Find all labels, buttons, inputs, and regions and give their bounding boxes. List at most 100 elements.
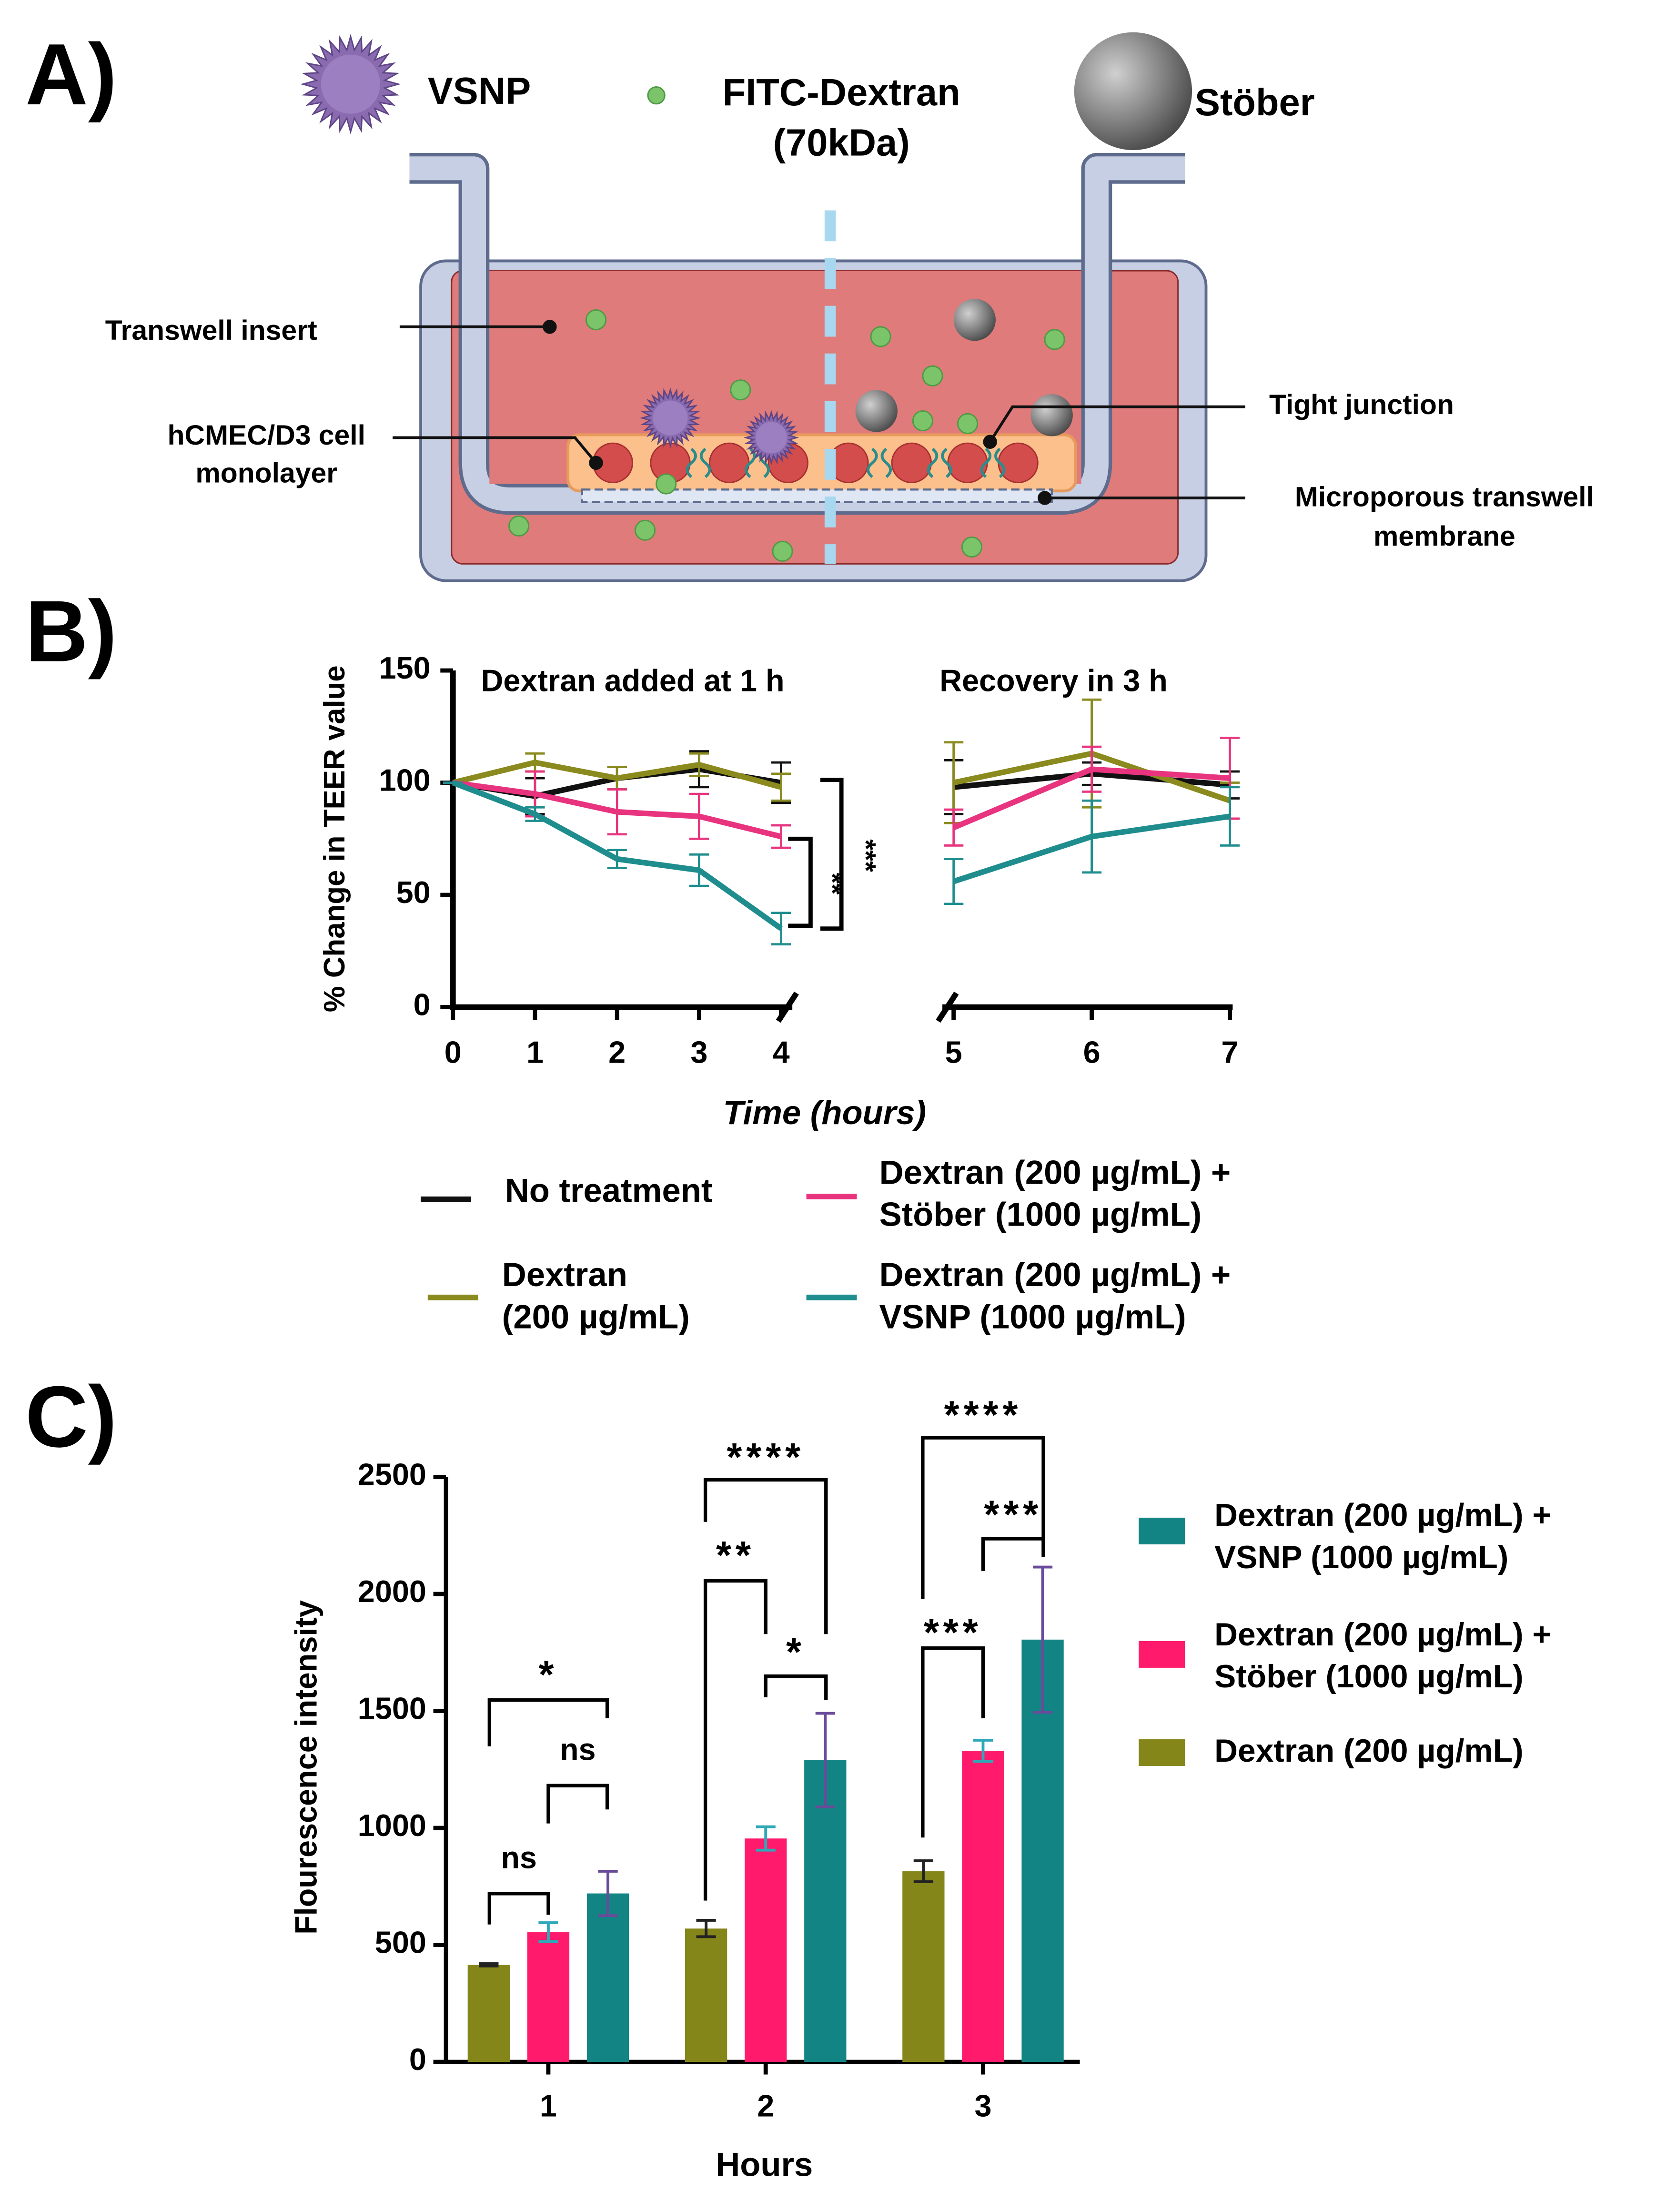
significance-bracket: [921, 1646, 985, 1838]
significance-label: ****: [727, 1435, 805, 1479]
y-tick-label: 1000: [358, 1808, 426, 1843]
significance-bracket: [487, 1698, 609, 1746]
significance-bracket: [546, 1784, 609, 1824]
panel-label: B): [25, 583, 117, 680]
y-tick-label: 500: [375, 1925, 426, 1960]
significance-bracket: [788, 836, 813, 928]
stober-particles: [855, 32, 1192, 436]
significance-bracket: [820, 778, 844, 931]
annotation: **: [817, 873, 848, 895]
annotation: Dextran added at 1 h: [481, 663, 785, 698]
legend-label: Dextran (200 µg/mL) + Stöber (1000 µg/mL…: [1214, 1615, 1552, 1695]
diagram-label: Transwell insert: [105, 315, 317, 346]
x-tick-label: 1: [526, 1035, 544, 1070]
dextran-particles: [508, 86, 1065, 562]
legend-label-box: Dextran (200 µg/mL) + VSNP (1000 µg/mL): [879, 1257, 1231, 1337]
x-tick-label: 3: [690, 1035, 707, 1070]
diagram-label: Microporous transwell membrane: [1294, 482, 1594, 553]
legend-label-box: Dextran (200 µg/mL): [1214, 1732, 1524, 1769]
y-tick-label: 150: [379, 650, 431, 685]
legend-label: Dextran (200 µg/mL) + VSNP (1000 µg/mL): [1214, 1496, 1552, 1575]
legend-label-box: Dextran (200 µg/mL): [502, 1257, 690, 1337]
legend-swatch: [1139, 1641, 1185, 1668]
particle-label: FITC-Dextran (70kDa): [722, 71, 960, 164]
y-tick-label: 2500: [358, 1457, 426, 1492]
bar: [467, 1965, 510, 2062]
series-line: [952, 813, 1231, 884]
vsnp-core: [756, 422, 787, 454]
significance-label: ***: [924, 1611, 982, 1654]
vsnp-core: [653, 400, 688, 436]
x-tick-label: 3: [974, 2088, 991, 2123]
y-tick-label: 50: [396, 875, 431, 910]
y-tick-label: 0: [409, 2042, 426, 2077]
bar: [685, 1928, 727, 2062]
annotation: Recovery in 3 h: [939, 663, 1168, 698]
bar: [586, 1893, 629, 2062]
significance-bracket: [703, 1579, 767, 1901]
diagram-label: hCMEC/D3 cell monolayer: [167, 421, 366, 490]
legend-label: Dextran (200 µg/mL) + Stöber (1000 µg/mL…: [879, 1154, 1231, 1235]
x-tick-label: 1: [540, 2088, 557, 2123]
diagram-label: Tight junction: [1269, 389, 1454, 420]
leader-lines: [393, 320, 1245, 505]
x-tick-label: 2: [608, 1035, 626, 1070]
significance-label: ns: [560, 1732, 596, 1767]
significance-bracket: [921, 1436, 1045, 1599]
y-axis-label: Flourescence intensity: [289, 1600, 323, 1935]
x-tick-label: 0: [444, 1035, 462, 1070]
significance-bracket: [487, 1892, 550, 1925]
legend-label: Dextran (200 µg/mL): [502, 1257, 690, 1337]
legend-label-box: Dextran (200 µg/mL) + Stöber (1000 µg/mL…: [879, 1154, 1231, 1235]
diagram-label-box: Microporous transwell membrane: [1294, 482, 1594, 553]
axis-break: [936, 991, 959, 1023]
panel-label: C): [25, 1368, 117, 1465]
annotation: ***: [850, 839, 881, 872]
x-axis-label: Hours: [716, 2145, 813, 2183]
particle-label: Stöber: [1195, 81, 1315, 123]
panel-label: A): [25, 26, 117, 123]
significance-label: *: [538, 1653, 558, 1696]
legend-label: Dextran (200 µg/mL) + VSNP (1000 µg/mL): [879, 1257, 1231, 1337]
significance-label: ***: [984, 1493, 1042, 1537]
bar: [527, 1932, 570, 2062]
bar: [962, 1751, 1004, 2062]
legend-swatch: [1139, 1517, 1185, 1544]
series-line: [452, 760, 782, 790]
significance-bracket: [703, 1478, 828, 1634]
series-line: [452, 780, 782, 840]
y-tick-label: 100: [379, 763, 431, 798]
bar: [902, 1871, 945, 2062]
significance-label: ns: [501, 1840, 537, 1875]
vsnp-particles: [300, 34, 799, 466]
bar: [804, 1760, 847, 2062]
series-line: [952, 766, 1230, 831]
legend-label-box: No treatment: [505, 1172, 713, 1211]
series-line: [452, 780, 783, 931]
vsnp-core: [321, 54, 380, 114]
particle-label-box: FITC-Dextran (70kDa): [722, 71, 960, 164]
x-axis-label: Time (hours): [723, 1094, 926, 1131]
x-tick-label: 6: [1083, 1035, 1101, 1070]
significance-bracket: [764, 1674, 828, 1700]
y-axis-label: % Change in TEER value: [318, 665, 351, 1012]
legend-label: No treatment: [505, 1172, 713, 1211]
y-tick-label: 2000: [358, 1574, 426, 1609]
y-tick-label: 1500: [358, 1691, 426, 1726]
significance-label: **: [716, 1533, 755, 1577]
legend-label-box: Dextran (200 µg/mL) + VSNP (1000 µg/mL): [1214, 1496, 1552, 1575]
x-tick-label: 5: [945, 1035, 962, 1070]
legend-label: Dextran (200 µg/mL): [1214, 1732, 1524, 1769]
membrane: [581, 488, 1053, 504]
y-tick-label: 0: [414, 987, 431, 1022]
significance-label: ****: [944, 1393, 1022, 1437]
x-tick-label: 4: [773, 1035, 790, 1070]
diagram-label-box: hCMEC/D3 cell monolayer: [167, 421, 366, 490]
x-tick-label: 2: [757, 2088, 774, 2123]
x-tick-label: 7: [1222, 1035, 1239, 1070]
transwell-diagram: [300, 32, 1245, 582]
significance-label: *: [786, 1630, 806, 1674]
bar: [745, 1838, 787, 2062]
legend-swatch: [1139, 1739, 1185, 1766]
